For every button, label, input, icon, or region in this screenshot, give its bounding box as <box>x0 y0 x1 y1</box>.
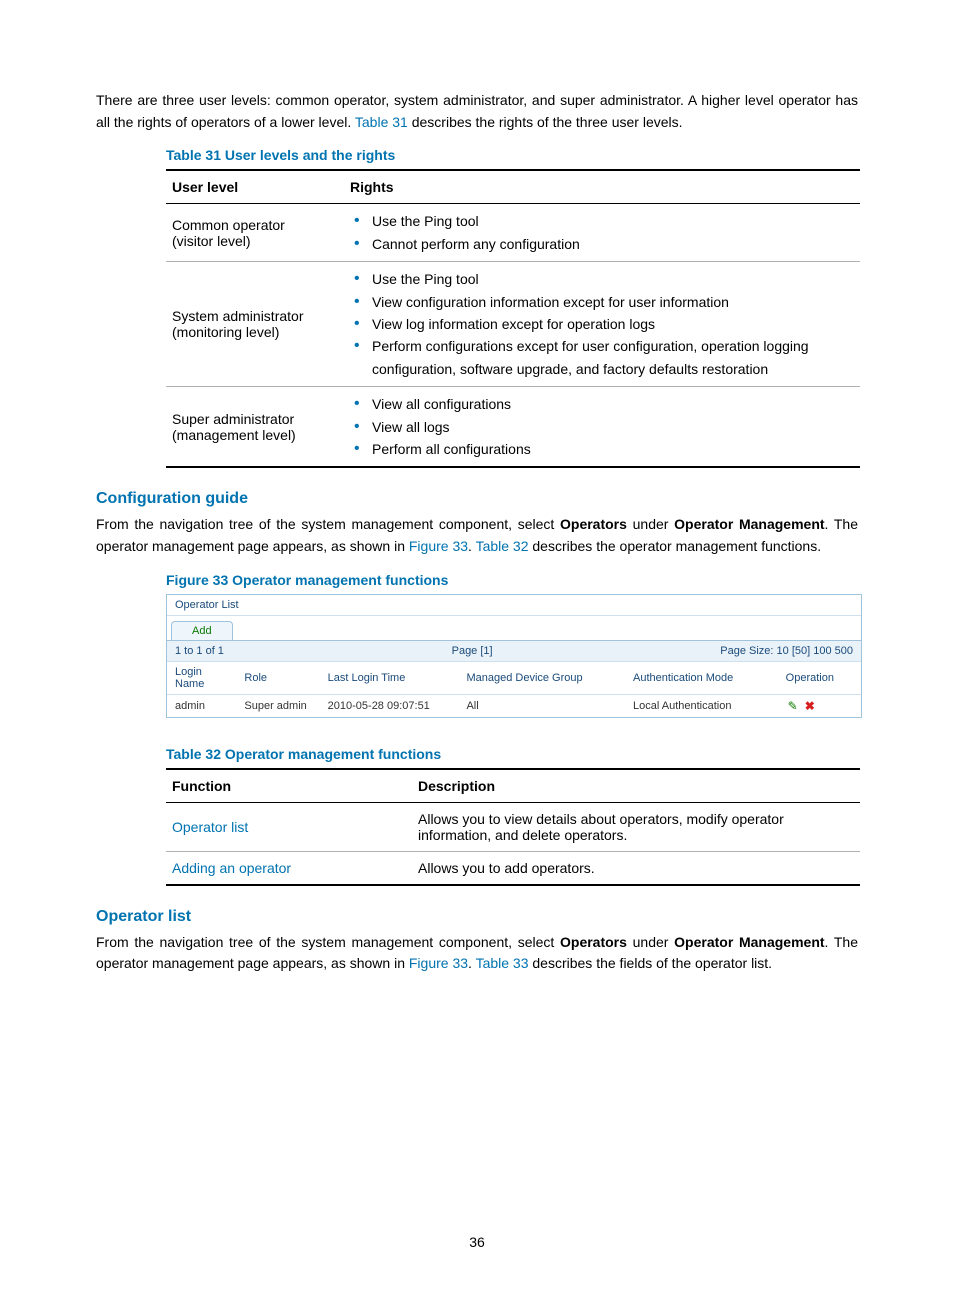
link-adding-operator[interactable]: Adding an operator <box>172 860 291 876</box>
level-name: Super administrator <box>172 411 338 427</box>
edit-icon[interactable]: ✎ <box>786 699 800 713</box>
col-login: Login Name <box>167 662 236 695</box>
link-operator-list[interactable]: Operator list <box>172 819 248 835</box>
level-name: System administrator <box>172 308 338 324</box>
cfg-text: describes the operator management functi… <box>529 538 822 554</box>
col-auth: Authentication Mode <box>625 662 778 695</box>
cell-last: 2010-05-28 09:07:51 <box>320 694 459 717</box>
table32-row: Operator list Allows you to view details… <box>166 802 860 851</box>
right-item: Cannot perform any configuration <box>354 233 854 255</box>
cfg-text: . <box>468 538 476 554</box>
right-item: Use the Ping tool <box>354 268 854 290</box>
col-op: Operation <box>778 662 861 695</box>
table31-row: Common operator (visitor level) Use the … <box>166 204 860 262</box>
right-item: View all configurations <box>354 393 854 415</box>
table32-caption: Table 32 Operator management functions <box>166 746 858 762</box>
config-paragraph: From the navigation tree of the system m… <box>96 514 858 557</box>
link-figure33-b[interactable]: Figure 33 <box>409 955 468 971</box>
figure33-caption: Figure 33 Operator management functions <box>166 572 858 588</box>
op-text: describes the fields of the operator lis… <box>529 955 773 971</box>
table31-row: System administrator (monitoring level) … <box>166 262 860 387</box>
op-text: . <box>468 955 476 971</box>
operator-table: Login Name Role Last Login Time Managed … <box>167 662 861 717</box>
cfg-text: From the navigation tree of the system m… <box>96 516 560 532</box>
table31-row: Super administrator (management level) V… <box>166 387 860 468</box>
op-bold-opmgmt: Operator Management <box>674 934 824 950</box>
op-text: under <box>627 934 674 950</box>
level-sub: (monitoring level) <box>172 324 338 340</box>
right-item: View configuration information except fo… <box>354 291 854 313</box>
table31-header-rights: Rights <box>344 170 860 204</box>
table31-header-level: User level <box>166 170 344 204</box>
table32-desc: Allows you to add operators. <box>412 851 860 885</box>
link-figure33[interactable]: Figure 33 <box>409 538 468 554</box>
cfg-text: under <box>627 516 674 532</box>
intro-link-table31[interactable]: Table 31 <box>355 114 408 130</box>
col-last: Last Login Time <box>320 662 459 695</box>
cell-login: admin <box>167 694 236 717</box>
table32: Function Description Operator list Allow… <box>166 768 860 886</box>
cell-group: All <box>458 694 625 717</box>
operator-list-title: Operator List <box>167 595 861 616</box>
right-item: Perform configurations except for user c… <box>354 335 854 380</box>
table31-caption: Table 31 User levels and the rights <box>166 147 858 163</box>
link-table32[interactable]: Table 32 <box>476 538 529 554</box>
col-role: Role <box>236 662 319 695</box>
cfg-bold-opmgmt: Operator Management <box>674 516 824 532</box>
add-tab[interactable]: Add <box>171 621 233 640</box>
level-sub: (management level) <box>172 427 338 443</box>
right-item: View log information except for operatio… <box>354 313 854 335</box>
right-item: View all logs <box>354 416 854 438</box>
pager-page: Page [1] <box>224 645 720 657</box>
level-name: Common operator <box>172 217 338 233</box>
operator-row: admin Super admin 2010-05-28 09:07:51 Al… <box>167 694 861 717</box>
operator-list-paragraph: From the navigation tree of the system m… <box>96 932 858 975</box>
table32-row: Adding an operator Allows you to add ope… <box>166 851 860 885</box>
delete-icon[interactable]: ✖ <box>803 699 817 713</box>
level-sub: (visitor level) <box>172 233 338 249</box>
intro-paragraph: There are three user levels: common oper… <box>96 90 858 133</box>
cell-role: Super admin <box>236 694 319 717</box>
cell-auth: Local Authentication <box>625 694 778 717</box>
figure33-panel: Operator List Add 1 to 1 of 1 Page [1] P… <box>166 594 862 718</box>
intro-text-post: describes the rights of the three user l… <box>408 114 683 130</box>
table32-desc: Allows you to view details about operato… <box>412 802 860 851</box>
page-number: 36 <box>0 1234 954 1250</box>
table32-header-desc: Description <box>412 769 860 803</box>
col-group: Managed Device Group <box>458 662 625 695</box>
table31: User level Rights Common operator (visit… <box>166 169 860 468</box>
heading-operator-list: Operator list <box>96 908 858 926</box>
right-item: Perform all configurations <box>354 438 854 460</box>
right-item: Use the Ping tool <box>354 210 854 232</box>
op-text: From the navigation tree of the system m… <box>96 934 560 950</box>
pager-size[interactable]: Page Size: 10 [50] 100 500 <box>720 645 853 657</box>
table32-header-fn: Function <box>166 769 412 803</box>
op-bold-operators: Operators <box>560 934 627 950</box>
link-table33[interactable]: Table 33 <box>476 955 529 971</box>
pager-range: 1 to 1 of 1 <box>175 645 224 657</box>
cfg-bold-operators: Operators <box>560 516 627 532</box>
heading-config-guide: Configuration guide <box>96 490 858 508</box>
